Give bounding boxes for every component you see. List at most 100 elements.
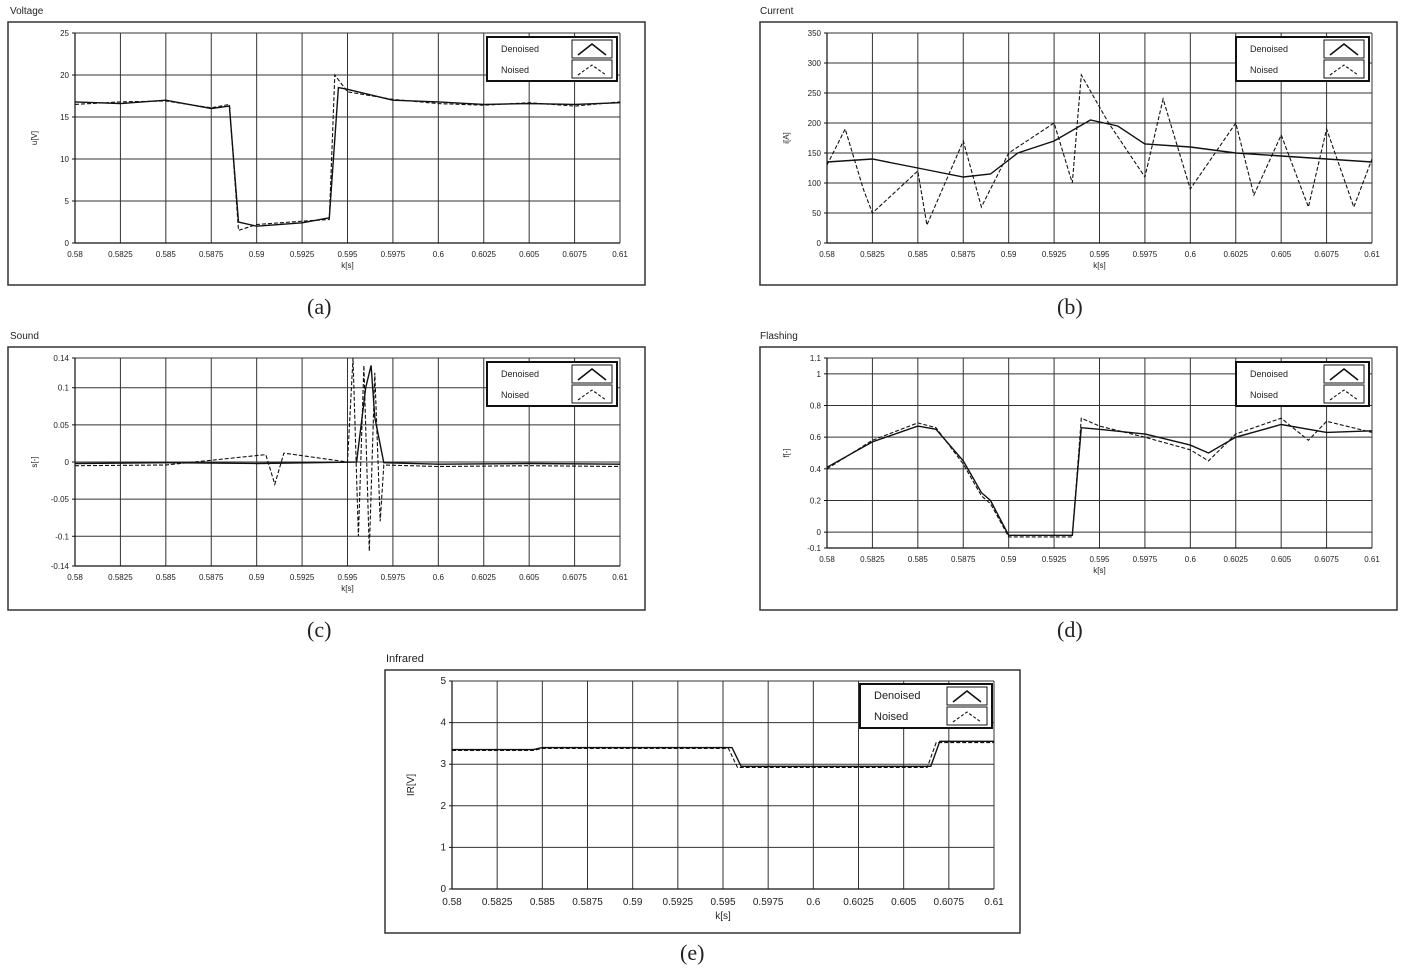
x-tick-label: 0.6025 [472,573,497,582]
y-axis-label: i[A] [782,132,791,144]
x-tick-label: 0.5825 [860,250,885,259]
legend-swatch-noised [1329,389,1359,401]
legend-swatch-box [571,59,613,79]
y-tick-label: 50 [812,209,821,218]
panel-title: Voltage [10,6,44,17]
legend-swatch-denoised [952,689,982,703]
legend: Denoised Noised [859,683,993,729]
x-tick-label: 0.5825 [108,250,133,259]
x-tick-label: 0.5925 [663,897,694,908]
legend-swatch-box [571,384,613,404]
legend-swatch-denoised [1329,42,1359,56]
y-tick-label: 150 [808,149,822,158]
x-tick-label: 0.61 [612,250,628,259]
legend-swatch-box [1323,39,1365,59]
legend-label-noised: Noised [501,390,529,400]
y-tick-label: 0 [817,239,822,248]
y-tick-label: 0.8 [810,402,822,411]
x-tick-label: 0.61 [1364,555,1380,564]
x-tick-label: 0.6 [433,250,445,259]
x-tick-label: 0.6075 [1314,250,1339,259]
x-tick-label: 0.5825 [482,897,513,908]
caption-b: (b) [1057,294,1083,319]
legend: Denoised Noised [1235,36,1370,82]
legend-label-noised: Noised [874,711,908,723]
x-tick-label: 0.5825 [108,573,133,582]
x-tick-label: 0.6025 [843,897,874,908]
y-tick-label: 1.1 [810,354,822,363]
y-tick-label: 0.4 [810,465,822,474]
panel-title: Flashing [760,331,798,342]
x-tick-label: 0.605 [1271,555,1292,564]
y-tick-label: 3 [440,759,446,770]
series-line-denoised [74,365,621,465]
y-tick-label: 250 [808,89,822,98]
chart-panel-flashing: Flashing 0.58 0.5825 0.585 0.5875 0.59 0.5925… [752,325,1402,655]
x-tick-label: 0.59 [1001,250,1017,259]
x-tick-label: 0.5875 [572,897,603,908]
legend-swatch-box [1323,59,1365,79]
x-tick-label: 0.61 [1364,250,1380,259]
x-tick-label: 0.58 [67,573,83,582]
legend-label-noised: Noised [501,65,529,75]
y-tick-label: 20 [60,71,69,80]
x-tick-label: 0.6 [1185,250,1197,259]
x-tick-label: 0.5875 [199,250,224,259]
x-tick-label: 0.5875 [951,555,976,564]
legend-swatch-noised [952,711,982,723]
x-tick-label: 0.6025 [1224,250,1249,259]
x-tick-label: 0.61 [984,897,1004,908]
legend-label-noised: Noised [1250,390,1278,400]
series-line-denoised [452,740,994,768]
y-tick-label: 0.05 [53,421,69,430]
x-tick-label: 0.585 [156,573,177,582]
legend-swatch-noised [577,389,607,401]
x-tick-label: 0.6075 [934,897,965,908]
caption-a: (a) [307,294,332,319]
y-tick-label: 0 [65,458,70,467]
y-tick-label: 5 [440,676,446,687]
legend-label-denoised: Denoised [501,369,539,379]
legend-label-denoised: Denoised [1250,369,1288,379]
x-tick-label: 0.595 [1089,555,1110,564]
series-line-noised [826,417,1373,538]
x-tick-label: 0.6075 [562,250,587,259]
chart-panel-infrared: Infrared 0.58 0.5825 0.585 0.5875 0.59 0.5925… [380,648,1040,971]
chart-panel-voltage: Voltage 0.58 0.5825 0.585 0.5875 0.59 0.5925 0… [0,0,660,330]
x-tick-label: 0.585 [908,555,929,564]
series-line-noised [74,357,621,552]
chart-current: 0.58 0.5825 0.585 0.5875 0.59 0.5925 0.595 0.59… [759,21,1398,286]
y-tick-label: -0.1 [807,544,821,553]
x-tick-label: 0.6075 [562,573,587,582]
x-tick-label: 0.6025 [1224,555,1249,564]
x-tick-label: 0.595 [337,573,358,582]
chart-panel-sound: Sound 0.58 0.5825 0.585 0.5875 0.59 0.5925 0.5… [0,325,660,655]
y-axis-label: f[-] [782,448,791,457]
x-axis-label: k[s] [1093,566,1105,575]
legend-swatch-denoised [577,367,607,381]
x-tick-label: 0.595 [1089,250,1110,259]
x-tick-label: 0.59 [249,250,265,259]
y-tick-label: 25 [60,29,69,38]
y-tick-label: 0.2 [810,497,822,506]
x-tick-label: 0.605 [519,250,540,259]
x-axis-label: k[s] [341,261,353,270]
legend-label-noised: Noised [1250,65,1278,75]
legend: Denoised Noised [486,36,618,82]
y-tick-label: 5 [65,197,70,206]
chart-sound: 0.58 0.5825 0.585 0.5875 0.59 0.5925 0.595 0.59… [7,346,646,611]
x-tick-label: 0.5975 [1133,555,1158,564]
x-tick-label: 0.58 [67,250,83,259]
legend-swatch-denoised [1329,367,1359,381]
panel-title: Sound [10,331,39,342]
legend-swatch-box [946,706,988,726]
x-tick-label: 0.59 [623,897,643,908]
legend-swatch-noised [577,64,607,76]
x-tick-label: 0.58 [819,250,835,259]
x-tick-label: 0.5925 [290,250,315,259]
x-tick-label: 0.6 [1185,555,1197,564]
y-tick-label: 350 [808,29,822,38]
x-axis-label: k[s] [341,584,353,593]
y-tick-label: 0.6 [810,433,822,442]
legend-swatch-box [571,364,613,384]
